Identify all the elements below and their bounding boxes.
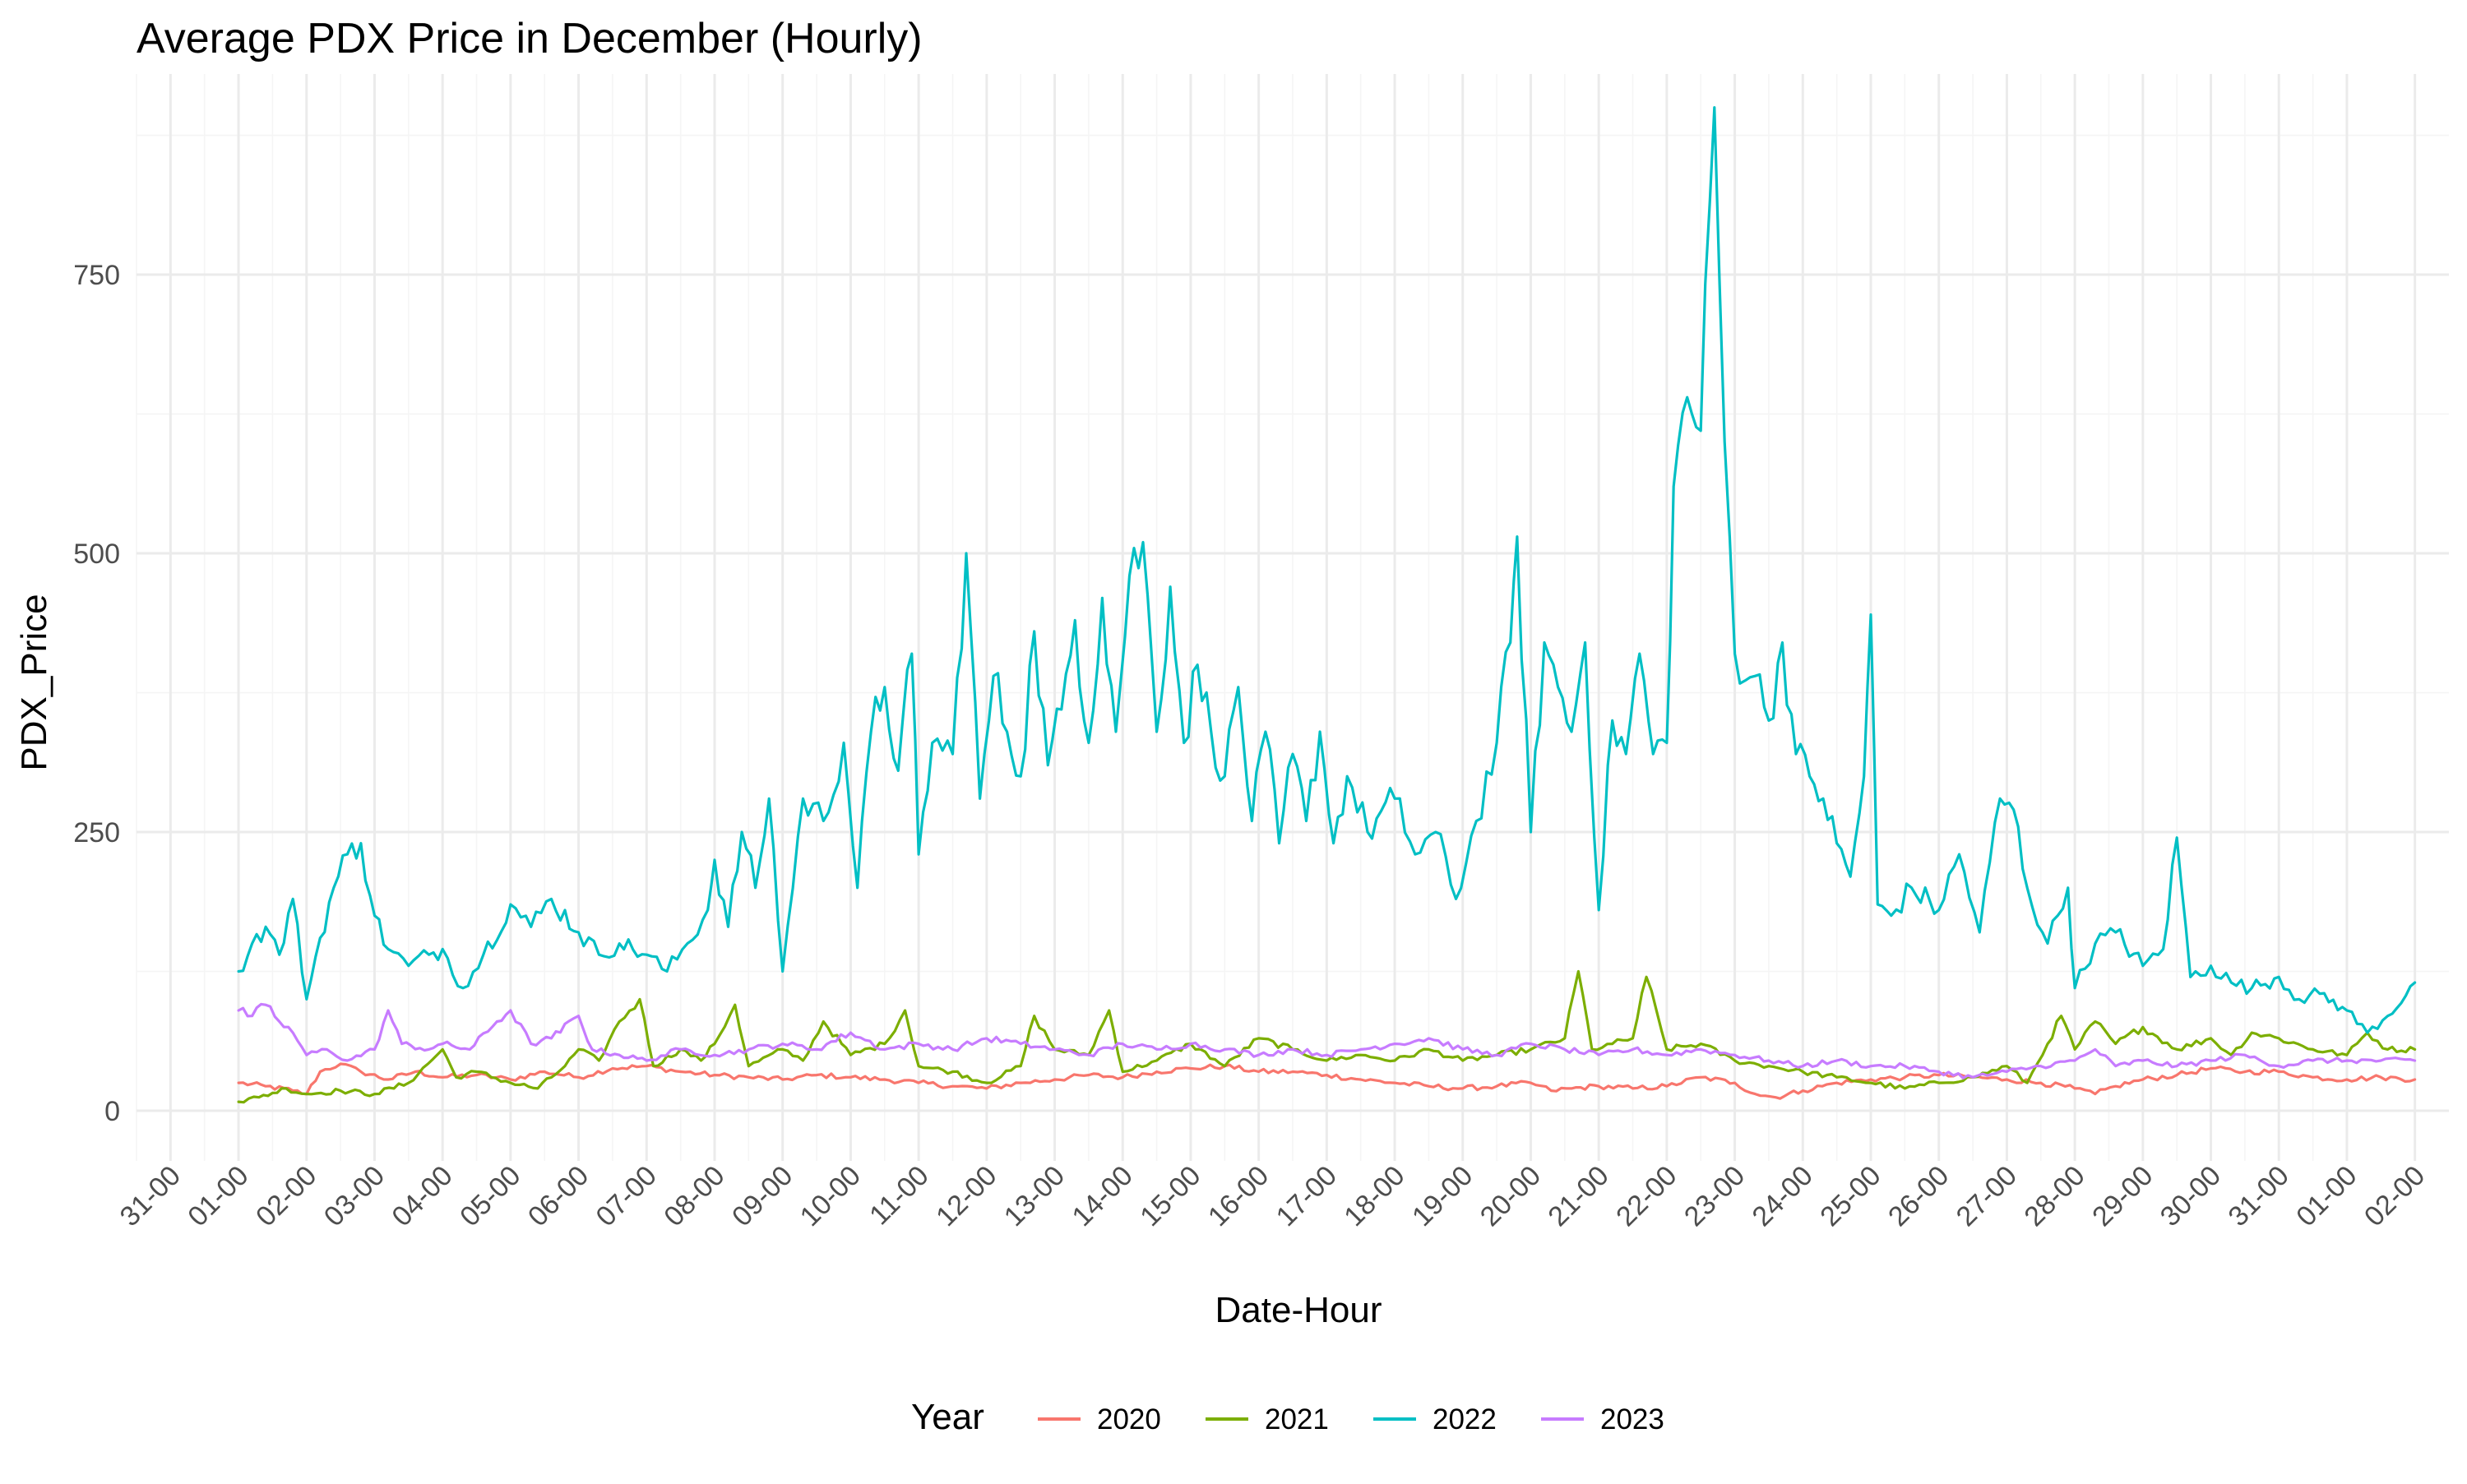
legend: Year 2020 2021 2022 2023 [911,1397,1664,1437]
x-tick-label: 01-00 [2290,1160,2363,1232]
x-tick-label: 04-00 [386,1160,458,1232]
y-tick-label: 0 [104,1096,120,1127]
x-tick-label: 19-00 [1406,1160,1479,1232]
series-line-2023 [237,1002,2417,1079]
x-tick-label: 06-00 [522,1160,595,1232]
x-tick-label: 08-00 [658,1160,730,1232]
y-tick-label: 250 [73,817,120,848]
x-tick-label: 28-00 [2018,1160,2090,1232]
legend-label-2020: 2020 [1097,1403,1161,1435]
x-tick-label: 12-00 [930,1160,1002,1232]
x-tick-label: 15-00 [1134,1160,1206,1232]
x-tick-label: 21-00 [1542,1160,1614,1232]
x-tick-label: 10-00 [794,1160,867,1232]
x-tick-label: 31-00 [114,1160,187,1232]
y-axis-title: PDX_Price [14,594,54,770]
grid-lines [136,74,2449,1161]
x-tick-label: 20-00 [1474,1160,1547,1232]
x-tick-label: 17-00 [1271,1160,1343,1232]
x-tick-label: 05-00 [454,1160,526,1232]
x-tick-label: 02-00 [2358,1160,2431,1232]
x-tick-label: 26-00 [1882,1160,1955,1232]
series-lines [237,106,2417,1104]
x-tick-label: 11-00 [863,1160,935,1232]
x-tick-label: 01-00 [182,1160,254,1232]
chart-title: Average PDX Price in December (Hourly) [137,15,923,62]
x-tick-label: 23-00 [1678,1160,1751,1232]
y-axis: 0 250 500 750 [73,260,120,1127]
x-tick-label: 29-00 [2086,1160,2159,1232]
x-tick-label: 25-00 [1814,1160,1886,1232]
legend-label-2022: 2022 [1433,1403,1497,1435]
series-line-2020 [237,1062,2417,1100]
x-tick-label: 27-00 [1951,1160,2023,1232]
series-line-2021 [237,969,2417,1104]
y-tick-label: 750 [73,260,120,291]
x-tick-label: 02-00 [250,1160,322,1232]
legend-items: 2020 2021 2022 2023 [1038,1403,1664,1435]
x-tick-label: 30-00 [2155,1160,2227,1232]
y-tick-label: 500 [73,539,120,570]
x-tick-label: 09-00 [726,1160,798,1232]
x-axis-title: Date-Hour [1215,1290,1382,1330]
x-tick-label: 18-00 [1338,1160,1410,1232]
x-axis: 31-0001-0002-0003-0004-0005-0006-0007-00… [114,1160,2432,1232]
x-tick-label: 14-00 [1067,1160,1139,1232]
legend-title: Year [911,1397,984,1437]
x-tick-label: 16-00 [1202,1160,1275,1232]
x-tick-label: 22-00 [1610,1160,1682,1232]
x-tick-label: 31-00 [2223,1160,2295,1232]
legend-label-2023: 2023 [1600,1403,1664,1435]
x-tick-label: 07-00 [590,1160,663,1232]
x-tick-label: 13-00 [998,1160,1071,1232]
x-tick-label: 24-00 [1747,1160,1819,1232]
legend-label-2021: 2021 [1265,1403,1329,1435]
series-line-2022 [237,106,2417,1034]
x-tick-label: 03-00 [318,1160,391,1232]
